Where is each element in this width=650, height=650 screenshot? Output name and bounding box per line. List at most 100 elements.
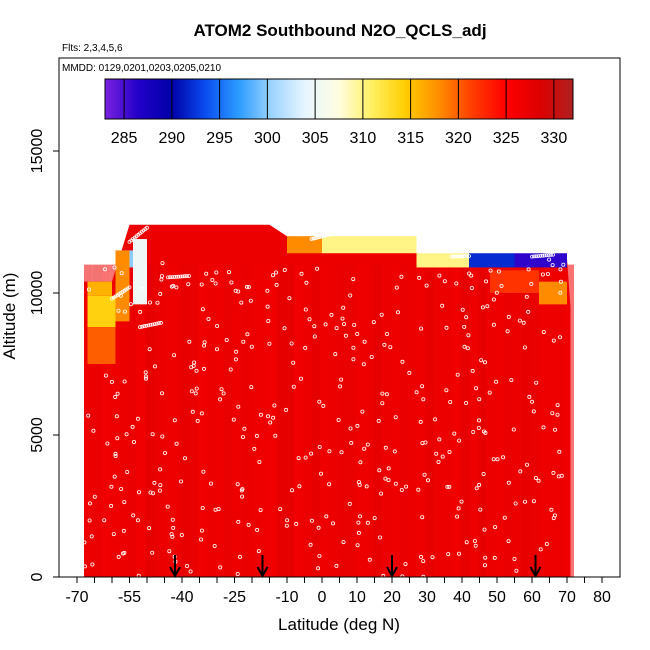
sample-point: [421, 397, 426, 402]
sample-point: [299, 271, 304, 276]
sample-point: [242, 426, 247, 431]
sample-point: [128, 302, 133, 307]
sample-point: [348, 426, 353, 431]
sample-point: [339, 377, 344, 382]
sample-point: [404, 484, 409, 489]
sample-point: [526, 267, 531, 272]
sample-point: [185, 564, 190, 569]
sample-point: [166, 275, 170, 280]
curtain-profile: [565, 264, 574, 577]
sample-point: [447, 484, 452, 489]
sample-point: [182, 274, 187, 279]
sample-point: [131, 513, 136, 518]
sample-point: [348, 293, 353, 298]
sample-point: [330, 521, 335, 526]
sample-point: [491, 297, 496, 302]
sample-point: [82, 564, 87, 569]
y-axis: 0 5000 10000 15000: [29, 129, 59, 581]
sample-point: [558, 290, 563, 295]
curtain-profile: [224, 264, 233, 577]
sample-point: [182, 456, 187, 461]
x-tick-label: -70: [65, 589, 88, 606]
sample-point: [82, 540, 87, 545]
sample-point: [394, 285, 399, 290]
sample-point: [240, 434, 245, 439]
sample-point: [236, 404, 241, 409]
sample-point: [190, 409, 195, 414]
sample-point: [449, 254, 454, 259]
sample-point: [466, 333, 471, 338]
sample-point: [296, 456, 301, 461]
sample-point: [229, 280, 234, 285]
curtain-profile: [197, 264, 207, 577]
sample-point: [444, 388, 449, 393]
sample-point: [395, 310, 400, 315]
sample-point: [393, 481, 398, 486]
sample-point: [499, 283, 504, 288]
y-axis-label: Altitude (m): [0, 273, 19, 360]
sample-point: [525, 462, 530, 467]
sample-point: [551, 252, 555, 257]
y-tick-label: 5000: [29, 417, 46, 453]
colorbar-tick-label: 290: [159, 130, 186, 147]
sample-point: [265, 288, 270, 293]
sample-point: [419, 326, 424, 331]
sample-point: [168, 275, 173, 280]
sample-point: [224, 337, 229, 342]
sample-point: [436, 459, 441, 464]
sample-point: [158, 467, 163, 472]
sample-point: [272, 403, 277, 408]
sample-point: [364, 484, 369, 489]
sample-point: [109, 484, 114, 489]
sample-point: [444, 325, 449, 330]
curtain-feature: [87, 295, 116, 328]
sample-point: [145, 225, 149, 230]
sample-point: [333, 352, 338, 357]
latitude-arrow-head: [169, 566, 181, 579]
sample-point: [421, 559, 426, 564]
sample-point: [309, 451, 314, 456]
sample-point: [160, 434, 165, 439]
sample-point: [165, 504, 170, 509]
sample-point: [327, 482, 332, 487]
sample-point: [420, 441, 425, 446]
sample-point: [386, 478, 391, 483]
sample-point: [271, 415, 276, 420]
sample-point: [360, 409, 365, 414]
sample-point: [199, 282, 204, 287]
sample-point: [451, 254, 456, 259]
sample-point: [532, 254, 536, 259]
sample-point: [214, 270, 219, 275]
sample-point: [113, 451, 118, 456]
sample-point: [465, 254, 470, 259]
sample-point: [469, 273, 474, 278]
sample-point: [482, 563, 487, 568]
sample-point: [530, 254, 534, 259]
x-tick-label: 80: [593, 589, 611, 606]
sample-point: [208, 481, 213, 486]
sample-point: [477, 397, 482, 402]
curtain-profile: [206, 264, 216, 577]
sample-point: [201, 366, 206, 371]
sample-point: [502, 515, 507, 520]
sample-point: [160, 261, 165, 266]
sample-point: [392, 449, 397, 454]
sample-point: [356, 480, 361, 485]
sample-point: [561, 262, 566, 267]
sample-point: [102, 518, 107, 523]
sample-point: [514, 568, 519, 573]
latitude-markers: [169, 555, 542, 579]
sample-point: [531, 409, 536, 414]
sample-point: [544, 253, 549, 258]
latitude-arrow-head: [256, 566, 269, 579]
sample-point: [457, 438, 462, 443]
sample-point: [323, 233, 328, 238]
sample-point: [113, 453, 118, 458]
sample-point: [215, 323, 220, 328]
sample-point: [155, 300, 160, 305]
sample-point: [454, 281, 459, 286]
sample-point: [312, 334, 317, 339]
sample-point: [314, 235, 319, 240]
curtain-profile: [329, 264, 338, 577]
x-tick-label: 20: [383, 589, 401, 606]
